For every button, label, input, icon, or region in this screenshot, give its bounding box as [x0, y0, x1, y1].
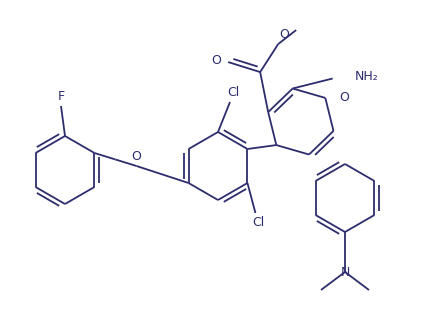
Text: O: O: [279, 28, 289, 41]
Text: NH₂: NH₂: [355, 70, 378, 83]
Text: O: O: [132, 149, 141, 162]
Text: F: F: [58, 89, 65, 102]
Text: O: O: [211, 53, 221, 66]
Text: N: N: [340, 266, 350, 279]
Text: Cl: Cl: [227, 86, 239, 99]
Text: Cl: Cl: [252, 217, 265, 230]
Text: O: O: [340, 92, 349, 104]
